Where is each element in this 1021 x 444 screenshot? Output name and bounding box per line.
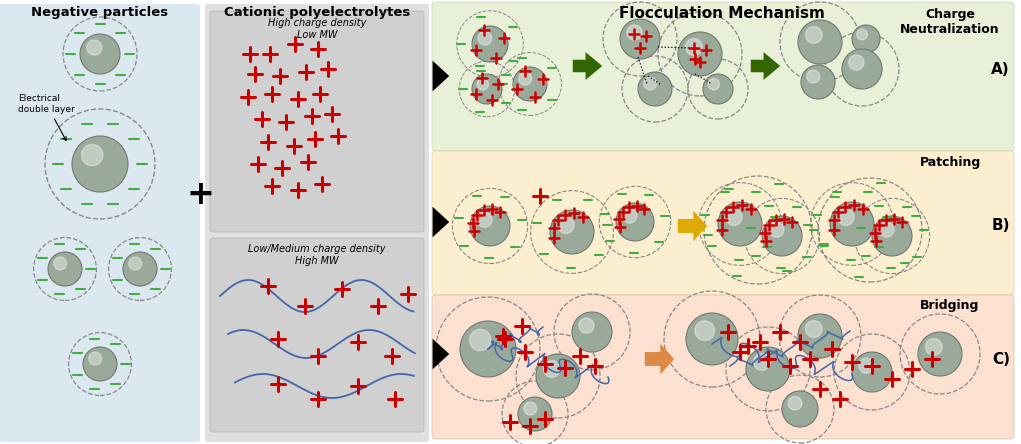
Circle shape [762, 216, 803, 256]
Circle shape [623, 209, 637, 223]
Text: Bridging: Bridging [920, 299, 980, 312]
Circle shape [72, 136, 128, 192]
Circle shape [638, 72, 672, 106]
Circle shape [550, 210, 594, 254]
Text: High charge density
Low MW: High charge density Low MW [268, 18, 367, 40]
Circle shape [718, 202, 762, 246]
Circle shape [857, 29, 868, 40]
FancyBboxPatch shape [210, 11, 424, 232]
Circle shape [695, 321, 715, 341]
FancyBboxPatch shape [432, 295, 1014, 439]
Circle shape [753, 353, 770, 370]
Text: Electrical
double layer: Electrical double layer [18, 94, 75, 140]
Circle shape [572, 312, 612, 352]
Circle shape [769, 222, 784, 237]
Circle shape [54, 257, 66, 270]
Circle shape [87, 40, 102, 55]
Circle shape [830, 202, 874, 246]
Circle shape [726, 209, 742, 225]
Circle shape [848, 55, 864, 70]
Circle shape [806, 27, 822, 44]
Circle shape [837, 209, 855, 225]
Text: Flocculation Mechanism: Flocculation Mechanism [619, 6, 825, 21]
Text: Patching: Patching [919, 156, 980, 169]
Circle shape [703, 74, 733, 104]
Circle shape [798, 20, 842, 64]
Circle shape [879, 222, 894, 237]
Circle shape [557, 217, 574, 233]
Circle shape [470, 206, 510, 246]
Circle shape [685, 39, 702, 56]
Text: Charge
Neutralization: Charge Neutralization [901, 8, 1000, 36]
Circle shape [616, 203, 654, 241]
Circle shape [470, 329, 491, 351]
Text: +: + [186, 178, 214, 210]
Circle shape [801, 65, 835, 99]
Circle shape [123, 252, 157, 286]
Circle shape [83, 347, 117, 381]
Circle shape [925, 339, 942, 355]
Circle shape [80, 34, 120, 74]
Circle shape [48, 252, 82, 286]
Circle shape [519, 72, 532, 85]
Circle shape [472, 74, 502, 104]
Circle shape [89, 352, 102, 365]
Circle shape [460, 321, 516, 377]
Circle shape [478, 32, 492, 45]
Circle shape [806, 321, 822, 337]
Circle shape [129, 257, 142, 270]
Circle shape [513, 67, 547, 101]
FancyBboxPatch shape [210, 238, 424, 432]
Circle shape [82, 144, 103, 166]
Circle shape [709, 79, 720, 90]
Circle shape [746, 347, 790, 391]
Circle shape [477, 212, 492, 227]
Circle shape [852, 352, 892, 392]
Circle shape [782, 391, 818, 427]
Circle shape [788, 396, 801, 410]
FancyBboxPatch shape [432, 2, 1014, 151]
Circle shape [524, 402, 537, 415]
Circle shape [477, 79, 488, 90]
Text: Cationic polyelectrolytes: Cationic polyelectrolytes [224, 6, 410, 19]
Text: B): B) [991, 218, 1010, 234]
Text: C): C) [992, 352, 1010, 366]
Circle shape [852, 25, 880, 53]
Circle shape [518, 397, 552, 431]
Circle shape [543, 361, 561, 377]
Circle shape [798, 314, 842, 358]
FancyBboxPatch shape [432, 151, 1014, 295]
Circle shape [579, 318, 594, 333]
Circle shape [859, 358, 874, 373]
Text: Negative particles: Negative particles [32, 6, 168, 19]
Text: Low/Medium charge density
High MW: Low/Medium charge density High MW [248, 244, 386, 266]
Circle shape [644, 77, 657, 90]
Text: A): A) [991, 62, 1010, 76]
Circle shape [686, 313, 738, 365]
Circle shape [918, 332, 962, 376]
Circle shape [472, 26, 508, 62]
Circle shape [842, 49, 882, 89]
Circle shape [620, 19, 660, 59]
Circle shape [627, 25, 642, 40]
Circle shape [807, 70, 820, 83]
Circle shape [872, 216, 912, 256]
FancyBboxPatch shape [205, 4, 429, 442]
Circle shape [536, 354, 580, 398]
Circle shape [678, 32, 722, 76]
FancyBboxPatch shape [0, 4, 200, 442]
